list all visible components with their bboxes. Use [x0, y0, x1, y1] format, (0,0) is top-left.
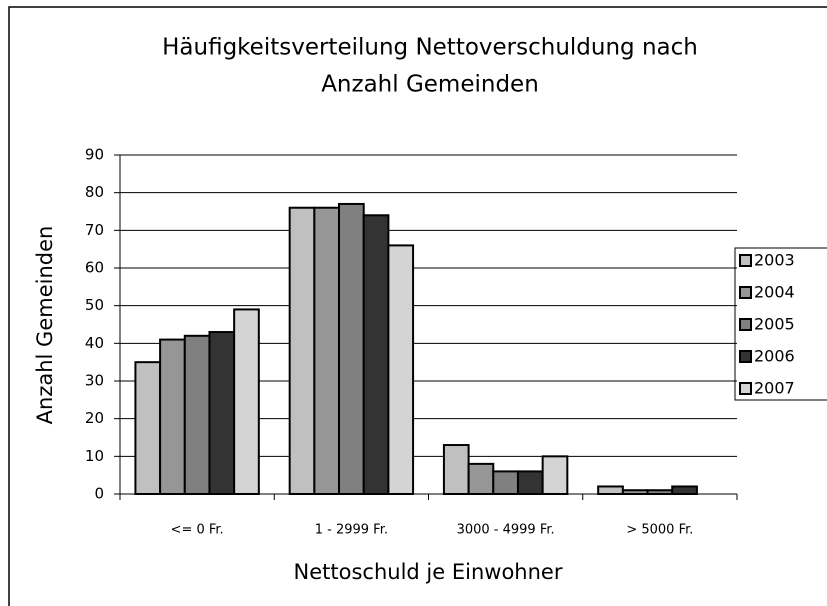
legend-label: 2007: [754, 379, 795, 398]
bar: [208, 331, 236, 495]
bar: [671, 485, 698, 496]
y-tick-label: 60: [85, 259, 104, 277]
y-tick-label: 90: [85, 146, 104, 164]
legend-swatch: [739, 254, 752, 267]
legend-label: 2004: [754, 283, 795, 302]
bar: [646, 489, 674, 496]
chart-title: Häufigkeitsverteilung Nettoverschuldung …: [162, 35, 698, 61]
y-tick-label: 40: [85, 334, 104, 352]
legend-swatch: [739, 286, 752, 299]
y-axis-title: Anzahl Gemeinden: [33, 226, 57, 425]
bar: [338, 202, 365, 495]
bar: [597, 485, 624, 496]
bar: [288, 206, 316, 495]
chart-title: Anzahl Gemeinden: [321, 72, 539, 98]
bar: [233, 308, 260, 495]
bar: [387, 244, 415, 495]
y-tick-label: 0: [94, 485, 104, 503]
legend-label: 2006: [754, 347, 795, 366]
legend-label: 2005: [754, 315, 795, 334]
y-tick-label: 30: [85, 372, 104, 390]
y-tick-label: 10: [85, 447, 104, 465]
bar: [442, 444, 470, 495]
x-tick-label: 3000 - 4999 Fr.: [457, 523, 555, 538]
y-tick-label: 50: [85, 296, 104, 314]
legend-swatch: [739, 382, 752, 395]
bar: [362, 214, 390, 495]
x-tick-label: 1 - 2999 Fr.: [315, 523, 388, 538]
bar: [134, 361, 162, 495]
legend-swatch: [739, 318, 752, 331]
bar: [467, 462, 495, 496]
chart-frame: [8, 6, 827, 606]
bar: [621, 489, 649, 496]
legend-swatch: [739, 350, 752, 363]
y-tick-label: 70: [85, 221, 104, 239]
y-tick-label: 80: [85, 183, 104, 201]
legend-label: 2003: [754, 251, 795, 270]
bar: [313, 206, 341, 495]
y-tick-label: 20: [85, 409, 104, 427]
x-axis-title: Nettoschuld je Einwohner: [294, 560, 563, 584]
bar: [183, 334, 211, 495]
x-tick-label: <= 0 Fr.: [171, 523, 224, 538]
bar: [516, 470, 544, 495]
x-tick-label: > 5000 Fr.: [626, 523, 693, 538]
bar: [159, 338, 186, 496]
bar: [492, 470, 519, 495]
bar: [541, 455, 569, 496]
